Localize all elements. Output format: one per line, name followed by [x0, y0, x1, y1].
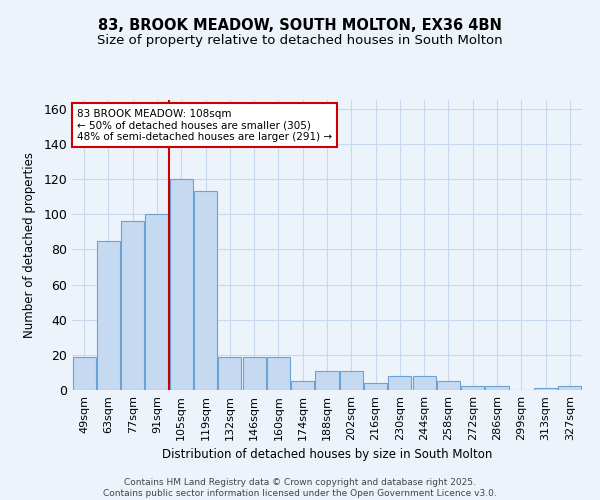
Bar	[485, 386, 509, 390]
Bar	[170, 179, 193, 390]
Bar	[194, 192, 217, 390]
Bar	[340, 370, 363, 390]
Bar	[121, 222, 144, 390]
Bar	[461, 386, 484, 390]
Bar	[413, 376, 436, 390]
Bar	[242, 356, 266, 390]
Y-axis label: Number of detached properties: Number of detached properties	[23, 152, 37, 338]
Text: Contains HM Land Registry data © Crown copyright and database right 2025.
Contai: Contains HM Land Registry data © Crown c…	[103, 478, 497, 498]
Bar	[73, 356, 95, 390]
Bar	[534, 388, 557, 390]
Text: 83, BROOK MEADOW, SOUTH MOLTON, EX36 4BN: 83, BROOK MEADOW, SOUTH MOLTON, EX36 4BN	[98, 18, 502, 32]
X-axis label: Distribution of detached houses by size in South Molton: Distribution of detached houses by size …	[162, 448, 492, 462]
Bar	[291, 381, 314, 390]
Text: 83 BROOK MEADOW: 108sqm
← 50% of detached houses are smaller (305)
48% of semi-d: 83 BROOK MEADOW: 108sqm ← 50% of detache…	[77, 108, 332, 142]
Bar	[559, 386, 581, 390]
Bar	[316, 370, 338, 390]
Bar	[388, 376, 412, 390]
Bar	[437, 381, 460, 390]
Bar	[218, 356, 241, 390]
Bar	[267, 356, 290, 390]
Bar	[145, 214, 169, 390]
Text: Size of property relative to detached houses in South Molton: Size of property relative to detached ho…	[97, 34, 503, 47]
Bar	[97, 240, 120, 390]
Bar	[364, 383, 387, 390]
